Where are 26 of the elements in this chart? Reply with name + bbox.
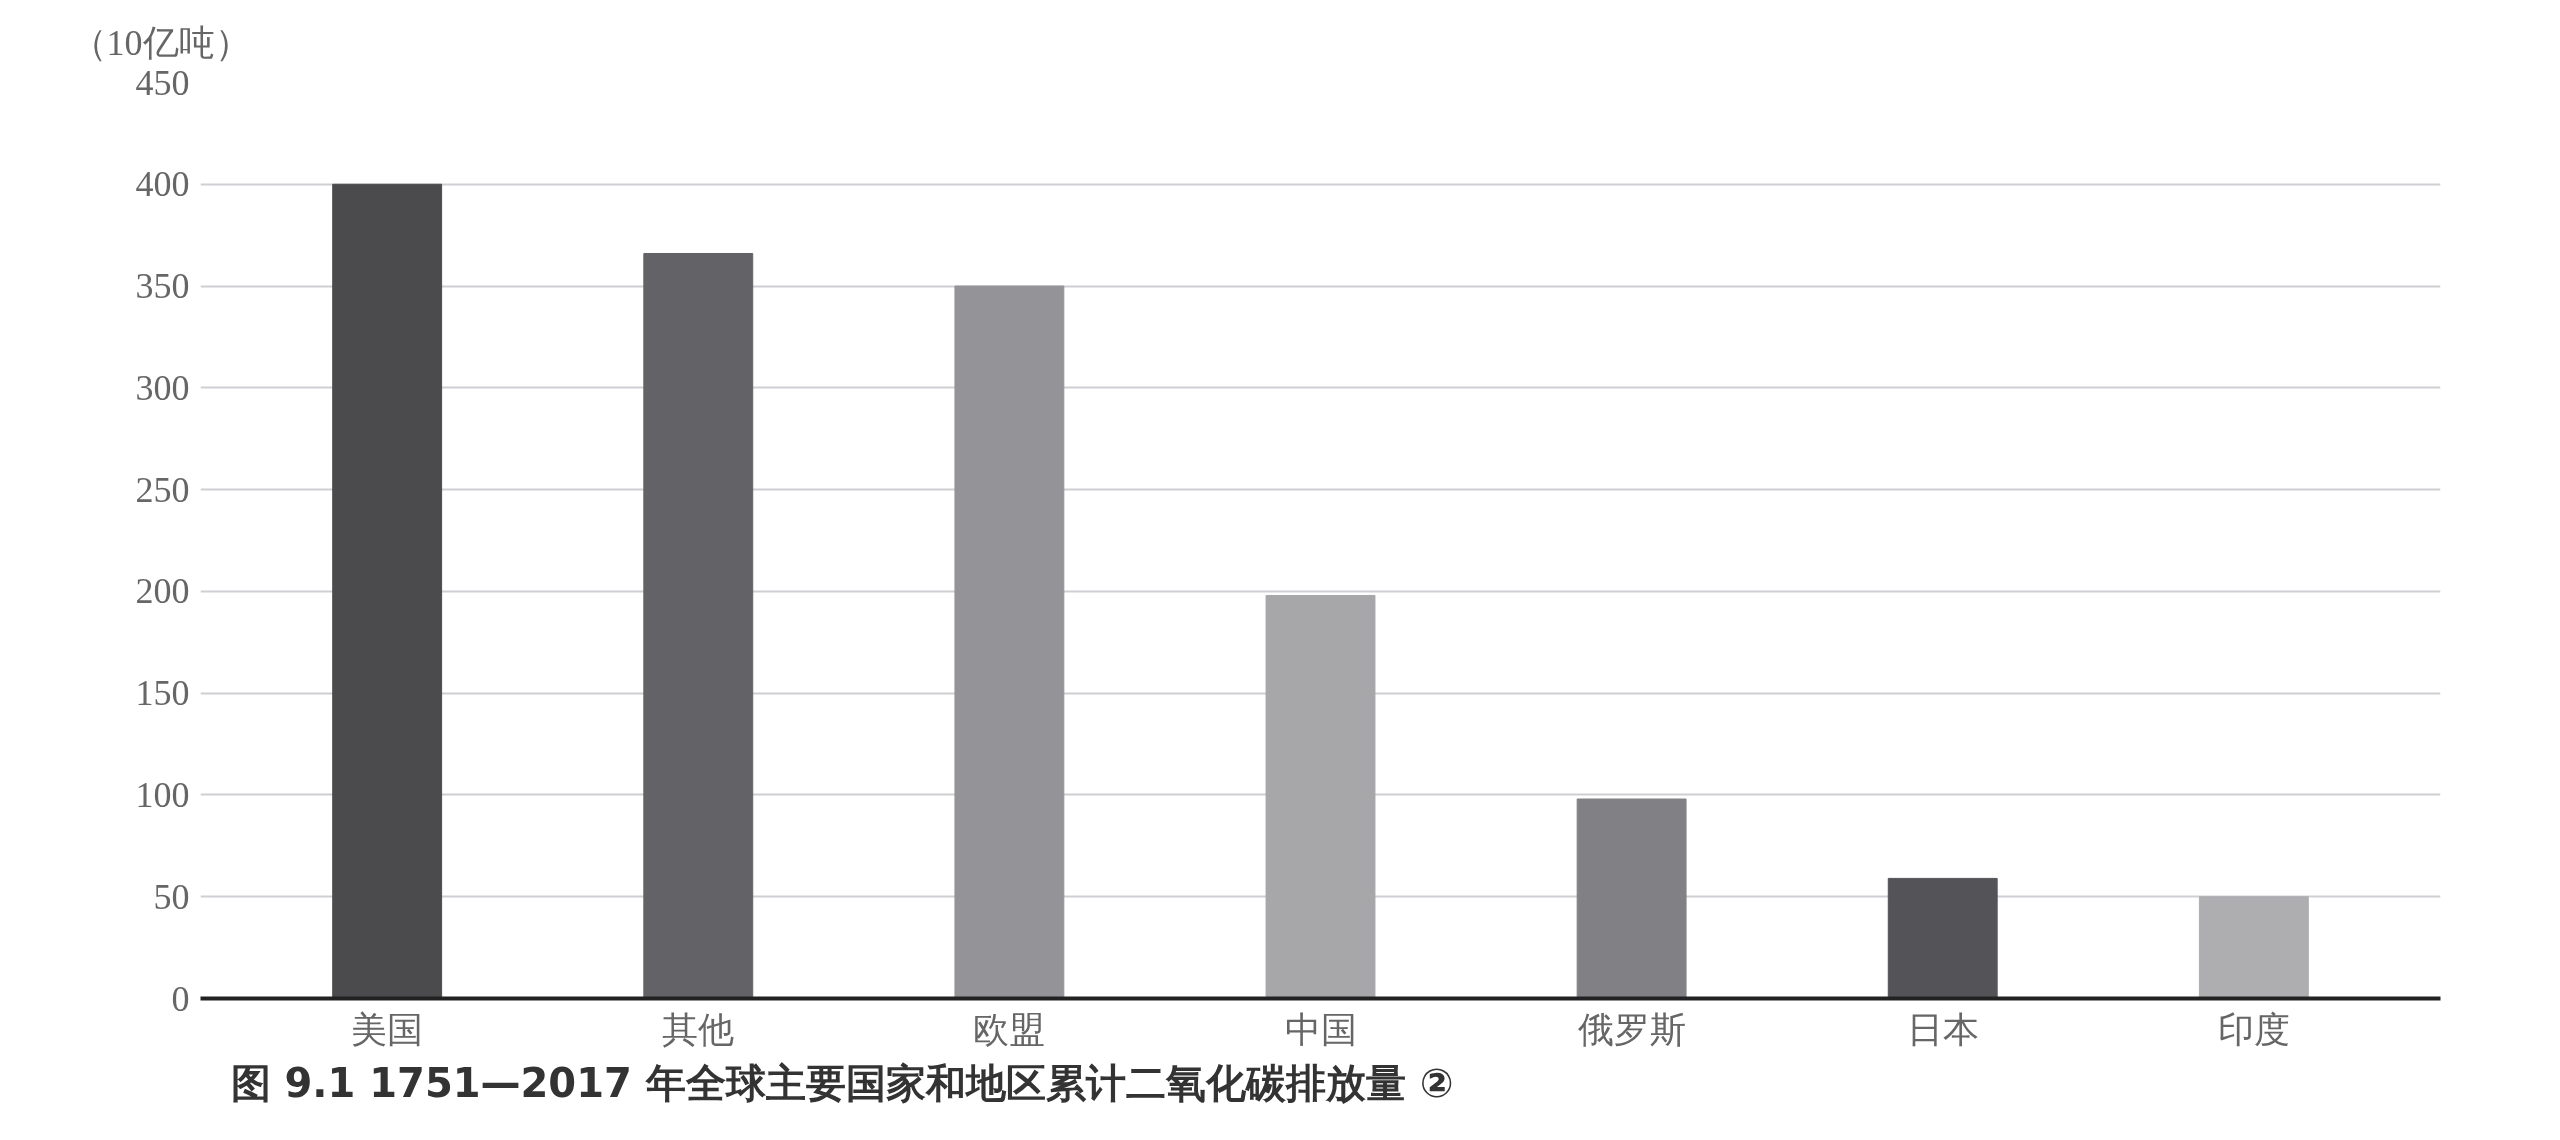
x-tick-label: 日本 — [1906, 1009, 1979, 1050]
y-tick-label: 100 — [135, 774, 190, 815]
text: 图 9.1 1751—2017 年全球主要国家和地区累计二氧化碳排放量 ② — [230, 1059, 1454, 1106]
x-tick-label: 印度 — [2217, 1009, 2290, 1050]
y-axis-title: （10亿吨） — [70, 22, 251, 63]
y-tick-label: 50 — [153, 876, 190, 917]
y-tick-label: 400 — [135, 164, 190, 205]
y-tick-label: 250 — [135, 469, 190, 510]
bar — [1887, 877, 1998, 999]
bar — [954, 285, 1065, 999]
y-tick-label: 450 — [135, 62, 190, 103]
x-tick-label: 俄罗斯 — [1577, 1009, 1686, 1050]
y-tick-label: 0 — [171, 978, 190, 1019]
y-tick-label: 350 — [135, 266, 190, 307]
x-tick-label: 美国 — [351, 1009, 424, 1050]
bar — [332, 183, 443, 999]
bar — [2198, 896, 2309, 999]
x-tick-label: 欧盟 — [973, 1009, 1046, 1050]
y-tick-label: 150 — [135, 673, 190, 714]
y-tick-label: 300 — [135, 367, 190, 408]
bar — [643, 252, 754, 999]
bar — [1265, 594, 1376, 999]
x-tick-label: 其他 — [662, 1009, 735, 1050]
y-tick-label: 200 — [135, 571, 190, 612]
x-tick-label: 中国 — [1284, 1009, 1357, 1050]
bar — [1576, 798, 1687, 999]
